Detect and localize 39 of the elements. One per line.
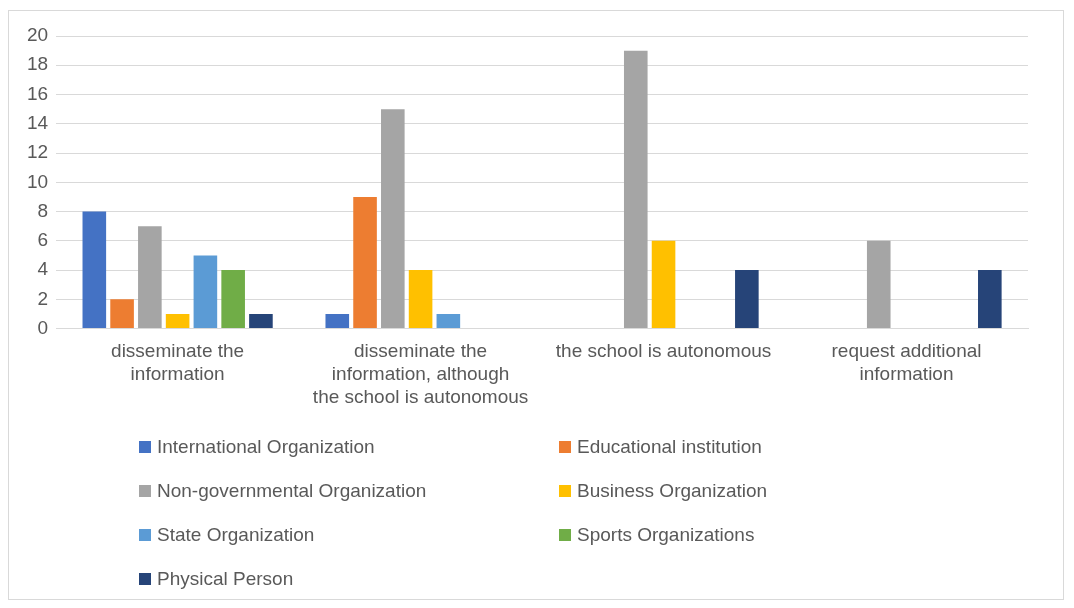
- bar: [249, 313, 273, 329]
- x-tick-label: disseminate the information: [111, 340, 245, 385]
- legend-label: Physical Person: [157, 568, 294, 590]
- bar: [193, 255, 218, 329]
- legend-label: Sports Organizations: [577, 524, 755, 546]
- bar: [623, 50, 648, 329]
- y-tick-label: 4: [37, 258, 49, 280]
- legend-label: Non-governmental Organization: [157, 480, 427, 502]
- legend-label: International Organization: [157, 436, 375, 458]
- bar: [978, 270, 1002, 329]
- bar: [82, 211, 107, 329]
- bar: [651, 240, 676, 329]
- y-tick-label: 18: [26, 53, 49, 75]
- x-tick-label: the school is autonomous: [555, 340, 772, 362]
- legend-label: Educational institution: [577, 436, 762, 458]
- legend-label: State Organization: [157, 524, 315, 546]
- y-tick-label: 0: [37, 316, 49, 338]
- y-tick-label: 10: [26, 170, 49, 192]
- bar: [735, 270, 759, 329]
- legend-label: Business Organization: [577, 480, 768, 502]
- bar: [408, 270, 433, 329]
- y-tick-label: 6: [37, 229, 49, 251]
- bar: [325, 313, 350, 329]
- x-tick-label: disseminate the information, although the school is autonomous: [312, 340, 529, 407]
- bar: [221, 270, 245, 329]
- x-tick-label: request additional information: [831, 340, 982, 385]
- bar: [138, 226, 162, 329]
- bar: [110, 299, 134, 329]
- bar: [353, 196, 377, 329]
- y-tick-label: 12: [26, 141, 49, 163]
- bar: [381, 109, 405, 329]
- y-tick-label: 8: [37, 199, 49, 221]
- y-tick-label: 2: [37, 287, 49, 309]
- y-tick-label: 14: [26, 112, 49, 134]
- y-tick-label: 20: [26, 24, 49, 46]
- bar: [436, 313, 461, 329]
- bar: [866, 240, 891, 329]
- bar: [165, 313, 190, 329]
- y-tick-label: 16: [26, 82, 49, 104]
